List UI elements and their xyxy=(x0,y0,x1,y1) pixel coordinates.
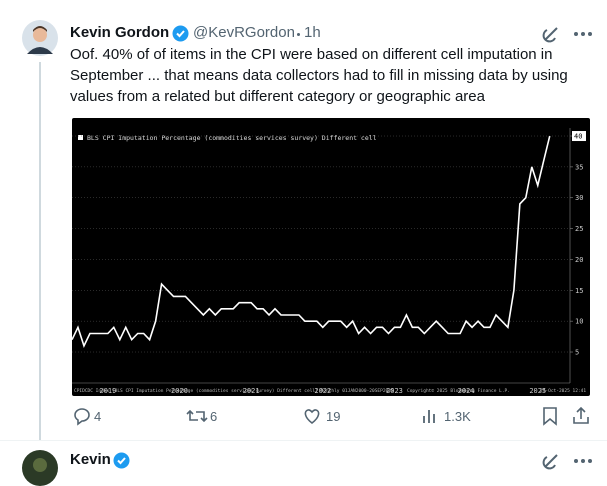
y-tick-label: 30 xyxy=(575,194,583,202)
reply-icon[interactable] xyxy=(72,406,92,426)
thread-line xyxy=(39,62,41,440)
avatar[interactable] xyxy=(22,20,58,56)
repost-icon[interactable] xyxy=(186,406,208,426)
y-tick-label: 20 xyxy=(575,256,583,264)
post-text: Oof. 40% of of items in the CPI were bas… xyxy=(70,46,568,105)
x-tick-label: 2023 xyxy=(386,387,403,395)
avatar[interactable] xyxy=(22,450,58,486)
x-tick-label: 2021 xyxy=(243,387,260,395)
like-icon[interactable] xyxy=(302,406,322,426)
share-icon[interactable] xyxy=(571,406,591,426)
x-tick-label: 2019 xyxy=(99,387,116,395)
chart-date: 24-Oct-2025 12:41 xyxy=(540,388,586,394)
reply-count[interactable]: 4 xyxy=(94,409,102,424)
data-line xyxy=(72,135,551,348)
views-icon[interactable] xyxy=(420,406,440,426)
chart-title: BLS CPI Imputation Percentage (commoditi… xyxy=(87,134,377,142)
y-tick-label: 25 xyxy=(575,225,583,233)
author-handle[interactable]: @KevRGordon xyxy=(193,24,295,41)
x-tick-label: 2025 xyxy=(529,387,546,395)
grok-icon[interactable] xyxy=(541,24,561,44)
page: Kevin Gordon @KevRGordon 1h Oof. 40% of … xyxy=(0,20,607,486)
y-tick-label: 10 xyxy=(575,318,583,326)
last-value-box xyxy=(572,131,586,142)
author-name[interactable]: Kevin xyxy=(70,451,111,468)
chart-image[interactable]: BLS CPI Imputation Percentage (commoditi… xyxy=(72,118,590,396)
x-tick-label: 2022 xyxy=(314,387,331,395)
more-icon[interactable] xyxy=(572,451,594,471)
views-count[interactable]: 1.3K xyxy=(444,409,471,424)
more-icon[interactable] xyxy=(572,24,594,44)
chart-background xyxy=(72,118,590,396)
grok-icon[interactable] xyxy=(541,451,561,471)
legend-swatch xyxy=(78,135,83,140)
y-tick-label: 5 xyxy=(575,349,579,357)
last-value-label: 40 xyxy=(574,133,582,141)
verified-badge xyxy=(172,25,189,42)
verified-badge xyxy=(113,452,130,469)
y-tick-label: 35 xyxy=(575,163,583,171)
divider xyxy=(0,440,607,441)
bookmark-icon[interactable] xyxy=(541,406,559,426)
y-tick-label: 15 xyxy=(575,287,583,295)
separator-dot xyxy=(297,33,300,36)
x-tick-label: 2020 xyxy=(171,387,188,395)
chart-footer: CPIDCDC Index (BLS CPI Imputation Percen… xyxy=(74,388,394,394)
author-name[interactable]: Kevin Gordon xyxy=(70,24,170,41)
post-time[interactable]: 1h xyxy=(304,24,321,41)
x-tick-label: 2024 xyxy=(458,387,475,395)
repost-count[interactable]: 6 xyxy=(210,409,218,424)
chart-copyright: Copyright© 2025 Bloomberg Finance L.P. xyxy=(407,388,510,394)
like-count[interactable]: 19 xyxy=(326,409,341,424)
